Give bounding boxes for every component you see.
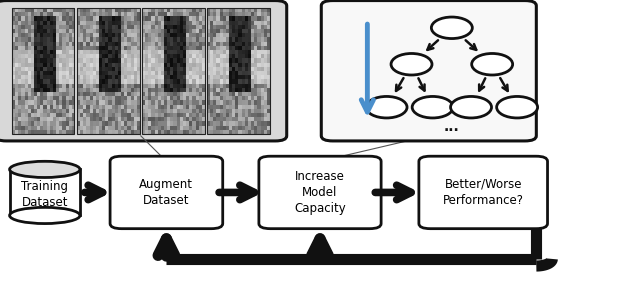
FancyBboxPatch shape (419, 156, 548, 229)
Bar (77, 8, 140, 134)
Bar (207, 8, 270, 134)
Text: Training
Dataset: Training Dataset (21, 180, 68, 209)
Ellipse shape (431, 17, 472, 38)
Ellipse shape (412, 97, 453, 118)
Ellipse shape (472, 53, 513, 75)
Ellipse shape (497, 97, 538, 118)
FancyBboxPatch shape (0, 1, 287, 141)
Text: ...: ... (444, 120, 460, 134)
Bar (10, 170, 80, 215)
Text: Better/Worse
Performance?: Better/Worse Performance? (443, 178, 524, 207)
Bar (12, 8, 74, 134)
FancyBboxPatch shape (259, 156, 381, 229)
Text: Augment
Dataset: Augment Dataset (140, 178, 193, 207)
FancyBboxPatch shape (110, 156, 223, 229)
Ellipse shape (366, 97, 407, 118)
Bar (142, 8, 205, 134)
Ellipse shape (10, 161, 80, 177)
Ellipse shape (451, 97, 492, 118)
Ellipse shape (391, 53, 432, 75)
Ellipse shape (10, 207, 80, 224)
FancyBboxPatch shape (321, 1, 536, 141)
Text: Increase
Model
Capacity: Increase Model Capacity (294, 170, 346, 215)
